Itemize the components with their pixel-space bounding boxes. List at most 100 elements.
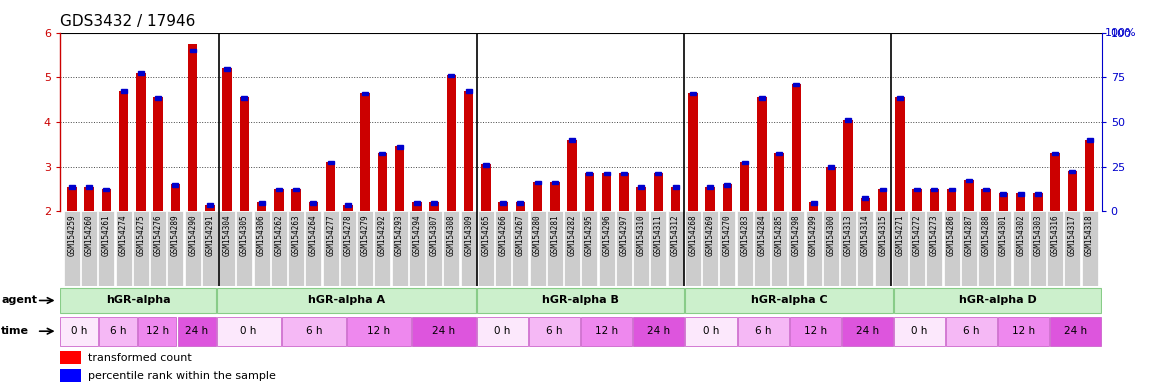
Bar [776, 152, 782, 156]
Bar [757, 98, 767, 211]
Bar [481, 164, 491, 211]
Bar [877, 189, 888, 211]
Bar [650, 211, 667, 286]
Bar [908, 211, 926, 286]
Bar [1050, 316, 1102, 346]
Bar [274, 189, 284, 211]
Bar [753, 211, 770, 286]
Bar [153, 98, 163, 211]
Text: hGR-alpha D: hGR-alpha D [959, 295, 1036, 305]
Text: GSM154297: GSM154297 [620, 214, 628, 256]
Bar [912, 189, 922, 211]
Bar [84, 187, 94, 211]
Bar [121, 89, 126, 93]
Bar [325, 162, 336, 211]
Text: 24 h: 24 h [1064, 326, 1087, 336]
Text: 0 h: 0 h [703, 326, 719, 336]
Bar [236, 211, 253, 286]
Text: 6 h: 6 h [964, 326, 980, 336]
Bar [656, 172, 661, 175]
Text: GSM154307: GSM154307 [430, 214, 438, 256]
Text: GSM154313: GSM154313 [844, 214, 852, 256]
Text: 0 h: 0 h [71, 326, 87, 336]
Text: GSM154304: GSM154304 [223, 214, 231, 256]
Bar [895, 98, 905, 211]
Text: GSM154274: GSM154274 [120, 214, 128, 256]
Bar [115, 211, 132, 286]
Text: GSM154317: GSM154317 [1068, 214, 1076, 256]
Bar [1081, 211, 1098, 286]
Text: GDS3432 / 17946: GDS3432 / 17946 [60, 14, 196, 29]
Text: 24 h: 24 h [432, 326, 455, 336]
Bar [601, 173, 612, 211]
Text: GSM154267: GSM154267 [516, 214, 524, 256]
Text: 24 h: 24 h [647, 326, 670, 336]
Bar [843, 120, 853, 211]
Text: 12 h: 12 h [146, 326, 169, 336]
Text: GSM154287: GSM154287 [965, 214, 973, 256]
Bar [983, 187, 989, 191]
Text: GSM154276: GSM154276 [154, 214, 162, 256]
Bar [707, 185, 713, 189]
Bar [86, 185, 92, 189]
Bar [1000, 192, 1006, 195]
Bar [862, 197, 868, 200]
Bar [104, 187, 109, 191]
Bar [60, 288, 215, 313]
Text: 6 h: 6 h [546, 326, 564, 336]
Bar [615, 211, 632, 286]
Bar [564, 211, 581, 286]
Text: GSM154291: GSM154291 [206, 214, 214, 256]
Text: 100%: 100% [1105, 28, 1136, 38]
Bar [81, 211, 98, 286]
Bar [377, 153, 388, 211]
Bar [966, 179, 972, 182]
Bar [394, 146, 405, 211]
Bar [184, 211, 201, 286]
Text: GSM154292: GSM154292 [378, 214, 386, 256]
Text: GSM154264: GSM154264 [309, 214, 317, 256]
Bar [494, 211, 512, 286]
Bar [515, 202, 526, 211]
Bar [256, 202, 267, 211]
Text: GSM154259: GSM154259 [68, 214, 76, 256]
Bar [822, 211, 840, 286]
Bar [842, 316, 892, 346]
Text: GSM154279: GSM154279 [361, 214, 369, 256]
Bar [667, 211, 684, 286]
Bar [118, 91, 129, 211]
Bar [270, 211, 288, 286]
Bar [946, 189, 957, 211]
Bar [138, 316, 176, 346]
Bar [397, 145, 402, 149]
Text: GSM154290: GSM154290 [189, 214, 197, 256]
Bar [518, 201, 523, 205]
Text: GSM154271: GSM154271 [896, 214, 904, 256]
Bar [638, 185, 644, 189]
Bar [874, 211, 891, 286]
Text: GSM154289: GSM154289 [171, 214, 179, 256]
Text: 0 h: 0 h [494, 326, 511, 336]
Bar [136, 73, 146, 211]
Text: GSM154263: GSM154263 [292, 214, 300, 256]
Text: 6 h: 6 h [306, 326, 322, 336]
Bar [60, 369, 80, 382]
Bar [216, 316, 281, 346]
Bar [894, 316, 945, 346]
Bar [60, 351, 80, 364]
Text: 0 h: 0 h [911, 326, 928, 336]
Bar [632, 211, 650, 286]
Bar [1018, 192, 1024, 195]
Bar [500, 201, 506, 205]
Text: GSM154308: GSM154308 [447, 214, 455, 256]
Bar [788, 211, 805, 286]
Bar [205, 205, 215, 211]
Bar [722, 184, 733, 211]
Bar [978, 211, 995, 286]
Bar [840, 211, 857, 286]
Bar [670, 187, 681, 211]
Text: GSM154299: GSM154299 [810, 214, 818, 256]
Text: 6 h: 6 h [110, 326, 126, 336]
Bar [1067, 171, 1078, 211]
Bar [1012, 211, 1029, 286]
